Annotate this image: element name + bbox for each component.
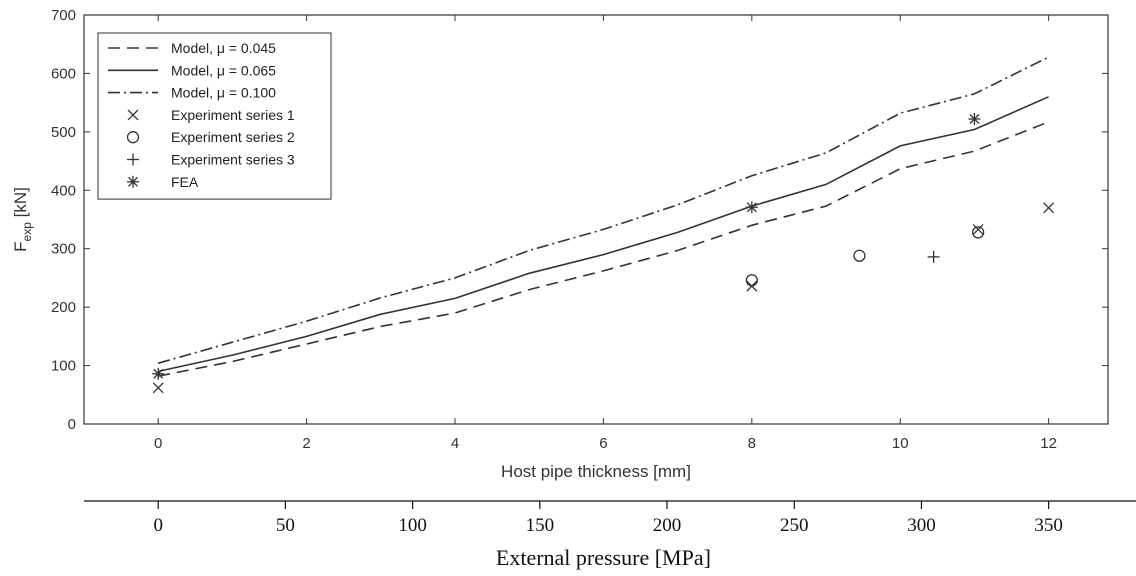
marker-stroke <box>152 382 164 394</box>
x-tick-label: 0 <box>154 435 162 452</box>
legend-item: Experiment series 3 <box>127 152 295 168</box>
legend-item: Model, μ = 0.065 <box>108 62 276 78</box>
data-point <box>1043 202 1055 214</box>
y-tick-label: 400 <box>51 182 76 199</box>
legend-item: FEA <box>127 174 199 190</box>
marker-stroke <box>127 109 139 121</box>
x-tick-label: 2 <box>302 435 310 452</box>
marker-stroke <box>971 226 985 239</box>
secondary-axis-ticks: 0 50 100 150 200 250 300 350 <box>153 501 1063 536</box>
y-axis-label-sub: exp <box>20 222 34 242</box>
legend-box <box>97 32 332 200</box>
y-tick-label: 500 <box>51 124 76 141</box>
data-point <box>152 382 164 394</box>
data-point <box>745 201 758 214</box>
secondary-tick-label: 0 <box>153 515 163 536</box>
data-point <box>968 113 981 126</box>
legend-label: Experiment series 3 <box>171 152 295 168</box>
data-point <box>927 250 940 263</box>
y-tick-label: 700 <box>51 7 76 24</box>
x-tick-label: 8 <box>748 435 756 452</box>
secondary-tick-label: 100 <box>398 515 427 536</box>
series-line <box>157 56 1049 364</box>
secondary-tick-label: 350 <box>1034 515 1063 536</box>
secondary-tick-label: 200 <box>653 515 682 536</box>
legend-label: Experiment series 1 <box>171 107 295 123</box>
secondary-tick-label: 50 <box>276 515 295 536</box>
marker-stroke <box>745 274 758 287</box>
secondary-tick-label: 250 <box>780 515 809 536</box>
y-tick-label: 200 <box>51 299 76 316</box>
marker-stroke <box>972 223 984 235</box>
series-line <box>158 96 1049 373</box>
legend: Model, μ = 0.045 Model, μ = 0.065 Model, μ… <box>97 32 332 200</box>
marker-stroke <box>153 368 164 379</box>
legend-swatch <box>127 175 139 188</box>
legend-label: Experiment series 2 <box>171 129 295 145</box>
legend-item: Experiment series 2 <box>126 129 295 145</box>
marker-stroke <box>853 249 866 262</box>
plot-area: 0 100 200 300 400 500 600 700 0 2 4 6 8 10 12 <box>51 7 1109 452</box>
y-tick-label: 0 <box>68 416 76 433</box>
marker-stroke <box>128 176 138 187</box>
y-tick-label: 600 <box>51 65 76 82</box>
series-markers <box>152 113 1055 394</box>
legend-swatch <box>127 153 139 166</box>
plot-frame <box>83 14 1109 425</box>
x-tick-label: 12 <box>1040 435 1057 452</box>
legend-item: Model, μ = 0.100 <box>108 85 276 101</box>
marker-stroke <box>126 131 140 144</box>
legend-item: Experiment series 1 <box>127 107 295 123</box>
data-point <box>745 274 758 287</box>
legend-item: Model, μ = 0.045 <box>108 40 276 56</box>
y-axis-label: Fexp [kN] <box>11 187 34 252</box>
marker-stroke <box>1043 202 1055 214</box>
y-tick-label: 100 <box>51 358 76 375</box>
x-tick-label: 4 <box>451 435 459 452</box>
x-tick-label: 10 <box>892 435 909 452</box>
marker-stroke <box>969 114 980 124</box>
marker-stroke <box>746 202 757 213</box>
legend-label: Model, μ = 0.065 <box>171 62 276 78</box>
series-lines <box>157 56 1049 377</box>
x-axis-ticks: 0 2 4 6 8 10 12 <box>154 15 1057 452</box>
legend-label: Model, μ = 0.100 <box>171 85 276 101</box>
y-axis-label-main: F <box>11 241 30 251</box>
legend-swatch <box>127 109 139 121</box>
series-line <box>158 121 1049 377</box>
legend-label: FEA <box>171 174 199 190</box>
y-axis-ticks: 0 100 200 300 400 500 600 700 <box>51 7 1108 433</box>
data-point <box>152 367 165 380</box>
legend-label: Model, μ = 0.045 <box>171 40 276 56</box>
legend-swatch <box>126 131 140 144</box>
secondary-tick-label: 150 <box>526 515 555 536</box>
secondary-x-axis: 0 50 100 150 200 250 300 350 <box>84 500 1136 536</box>
secondary-axis-label: External pressure [MPa] <box>496 545 711 570</box>
x-tick-label: 6 <box>599 435 607 452</box>
data-point <box>972 223 984 235</box>
data-point <box>853 249 866 262</box>
x-axis-label: Host pipe thickness [mm] <box>501 462 691 481</box>
secondary-tick-label: 300 <box>907 515 936 536</box>
y-tick-label: 300 <box>51 241 76 258</box>
y-axis-label-unit: [kN] <box>11 187 30 222</box>
legend-items: Model, μ = 0.045 Model, μ = 0.065 Model, μ… <box>108 40 295 190</box>
data-point <box>971 226 985 239</box>
